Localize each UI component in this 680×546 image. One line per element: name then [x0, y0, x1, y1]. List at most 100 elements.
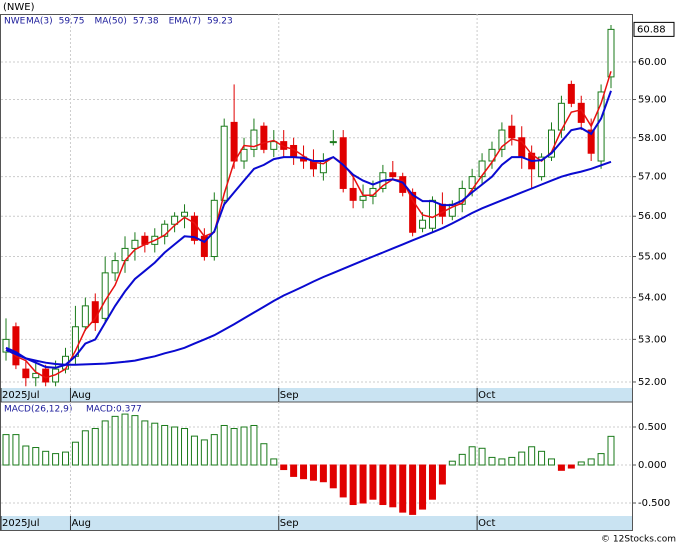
- y-tick-label: 0.000: [638, 460, 667, 471]
- macd-bar: [369, 464, 377, 500]
- macd-bar: [547, 458, 555, 466]
- frame: [0, 14, 633, 531]
- candle-body: [240, 148, 248, 162]
- date-strip: [0, 388, 632, 402]
- macd-bar: [488, 456, 496, 466]
- macd-title: MACD(26,12,9): [4, 405, 72, 415]
- macd-bar: [300, 464, 308, 480]
- macd-bar: [508, 456, 516, 466]
- macd-legend: MACD:0.377: [86, 405, 142, 415]
- last-price: 60.88: [637, 24, 666, 35]
- macd-bar: [230, 428, 238, 466]
- candle-body: [538, 156, 546, 178]
- candle-body: [101, 272, 109, 319]
- macd-bar: [111, 415, 119, 466]
- macd-bar: [81, 430, 89, 466]
- macd-bar: [597, 453, 605, 466]
- macd-bar: [101, 420, 109, 466]
- macd-bar: [528, 446, 536, 466]
- macd-bar: [220, 424, 228, 466]
- candle-body: [389, 172, 397, 178]
- macd-bar: [468, 446, 476, 466]
- footer: © 12Stocks.com: [601, 535, 676, 545]
- macd-bar: [389, 464, 397, 508]
- macd-bar: [607, 435, 615, 466]
- candle-body: [12, 326, 20, 366]
- legend-value: 57.38: [133, 17, 159, 27]
- indicator-line: [5, 90, 612, 369]
- candle-body: [547, 129, 555, 158]
- candle-body: [2, 338, 10, 353]
- macd-bar: [270, 458, 278, 466]
- macd-bar: [141, 420, 149, 466]
- macd-bar: [567, 464, 575, 469]
- candle-body: [181, 211, 189, 217]
- macd-bar: [379, 464, 387, 506]
- y-tick-label: 54.00: [638, 293, 667, 304]
- y-tick-label: 0.500: [638, 422, 667, 433]
- macd-bar: [62, 451, 70, 466]
- macd-bar: [91, 428, 99, 466]
- candle-body: [131, 239, 139, 249]
- y-tick-label: 59.00: [638, 95, 667, 106]
- macd-bar: [557, 464, 565, 471]
- macd-bar: [409, 464, 417, 515]
- candle-body: [587, 129, 595, 154]
- candle-body: [498, 129, 506, 150]
- candle-body: [419, 219, 427, 229]
- candle-body: [230, 121, 238, 162]
- legend-name: MA(50): [94, 17, 126, 27]
- macd-bar: [448, 460, 456, 466]
- candle-body: [111, 260, 119, 274]
- x-tick-label: 2025Jul: [2, 390, 40, 401]
- candle-body: [210, 199, 218, 258]
- last-price-box: [633, 21, 675, 37]
- candle-body: [250, 129, 258, 150]
- candle-body: [81, 305, 89, 328]
- macd-bar: [2, 434, 10, 466]
- macd-bar: [250, 424, 258, 466]
- candle-body: [567, 83, 575, 104]
- y-tick-label: 58.00: [638, 133, 667, 144]
- candle-body: [458, 187, 466, 205]
- macd-bar: [240, 426, 248, 466]
- candle-body: [409, 191, 417, 233]
- macd-bar: [42, 450, 50, 466]
- macd-bar: [260, 443, 268, 466]
- indicator-line: [5, 160, 612, 366]
- x-tick-label: Sep: [280, 518, 299, 529]
- candle-body: [508, 125, 516, 139]
- macd-bar: [151, 422, 159, 466]
- macd-bar: [171, 426, 179, 466]
- y-tick-label: 55.00: [638, 252, 667, 263]
- macd-bar: [319, 464, 327, 483]
- macd-bar: [12, 434, 20, 466]
- x-tick-label: Oct: [478, 390, 495, 401]
- macd-bar: [71, 441, 79, 466]
- candle-body: [399, 176, 407, 193]
- macd-bar: [121, 413, 129, 466]
- macd-bar: [478, 447, 486, 466]
- candle-body: [428, 199, 436, 229]
- macd-bar: [309, 464, 317, 481]
- macd-bar: [131, 415, 139, 466]
- macd-bar: [181, 428, 189, 466]
- macd-bar: [438, 464, 446, 485]
- macd-bar: [587, 458, 595, 466]
- macd-bar: [399, 464, 407, 513]
- candle-body: [270, 141, 278, 150]
- macd-bar: [200, 439, 208, 466]
- candle-body: [260, 125, 268, 150]
- candle-body: [22, 368, 30, 379]
- macd-bar: [190, 435, 198, 466]
- macd-bar: [359, 464, 367, 504]
- y-tick-label: -0.500: [638, 498, 670, 509]
- y-tick-label: 60.00: [638, 57, 667, 68]
- chart-title: (NWE): [3, 2, 35, 13]
- y-tick-label: 52.00: [638, 377, 667, 388]
- x-tick-label: 2025Jul: [2, 518, 40, 529]
- y-tick-label: 53.00: [638, 334, 667, 345]
- macd-bar: [458, 453, 466, 466]
- legend-value: 59.75: [59, 17, 85, 27]
- legend-value: 59.23: [207, 17, 233, 27]
